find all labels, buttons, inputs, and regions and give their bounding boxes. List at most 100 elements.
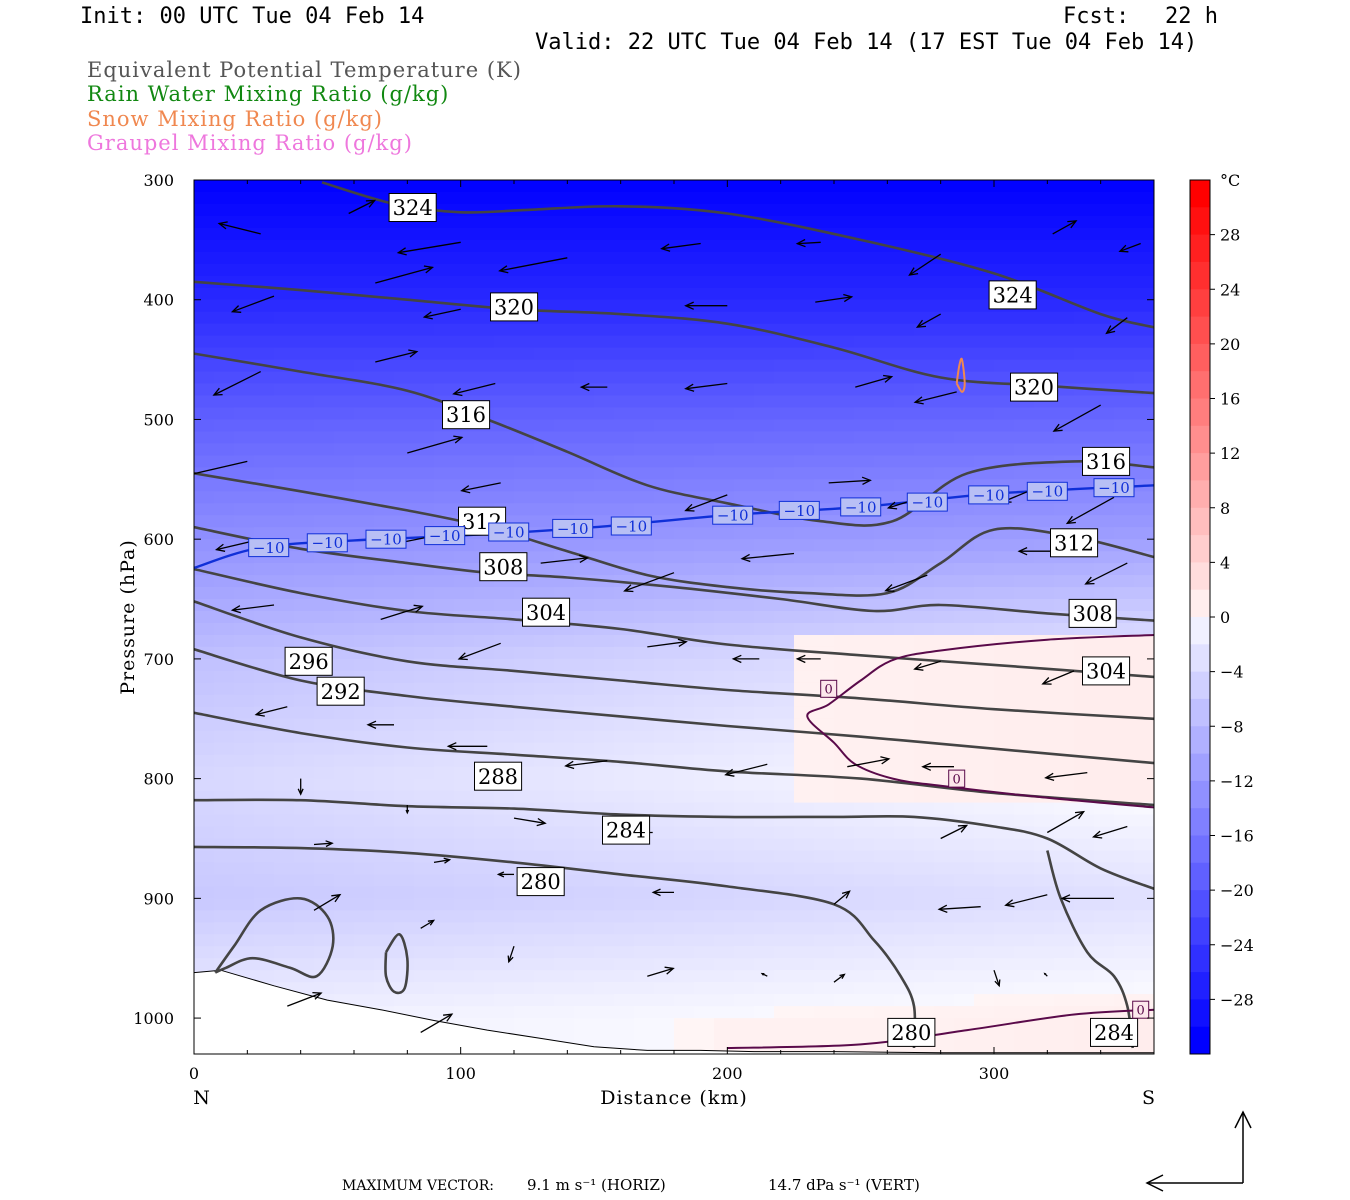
temperature-cell bbox=[614, 982, 635, 995]
temperature-cell bbox=[574, 635, 595, 648]
temperature-cell bbox=[834, 551, 855, 564]
temperature-cell bbox=[1014, 431, 1035, 444]
temperature-cell bbox=[574, 239, 595, 253]
temperature-cell bbox=[454, 898, 475, 911]
wind-vector bbox=[623, 572, 675, 593]
temperature-cell bbox=[994, 263, 1015, 277]
temperature-cell bbox=[394, 778, 415, 792]
temperature-cell bbox=[654, 946, 675, 959]
temperature-cell bbox=[274, 778, 295, 792]
wind-vector-shaft bbox=[647, 967, 674, 977]
temperature-cell bbox=[574, 563, 595, 576]
temperature-cell bbox=[514, 347, 535, 361]
temperature-cell bbox=[674, 227, 695, 241]
temperature-cell bbox=[454, 934, 475, 947]
temperature-cell bbox=[194, 515, 215, 528]
temperature-cell bbox=[774, 251, 795, 265]
temperature-cell bbox=[814, 359, 835, 373]
temperature-cell bbox=[654, 431, 675, 444]
temperature-cell bbox=[554, 263, 575, 277]
temperature-cell bbox=[1054, 407, 1075, 421]
temperature-cell bbox=[834, 946, 855, 959]
temperature-cell bbox=[814, 886, 835, 899]
wind-vector bbox=[230, 604, 275, 614]
temperature-cell bbox=[574, 299, 595, 313]
temperature-cell bbox=[914, 299, 935, 313]
temperature-cell bbox=[534, 694, 555, 708]
temperature-cell bbox=[374, 263, 395, 277]
temperature-cell bbox=[214, 850, 235, 864]
temperature-cell bbox=[794, 443, 815, 456]
temperature-cell bbox=[754, 623, 775, 636]
colorbar-segment bbox=[1190, 398, 1210, 427]
temperature-cell bbox=[554, 635, 575, 648]
temperature-cell bbox=[514, 192, 535, 205]
temperature-cell bbox=[354, 383, 375, 397]
temperature-cell bbox=[794, 563, 815, 576]
temperature-cell bbox=[394, 814, 415, 828]
temperature-cell bbox=[674, 922, 695, 935]
temperature-cell bbox=[1134, 359, 1154, 373]
wind-vector bbox=[913, 391, 957, 405]
wind-vector-shaft bbox=[348, 199, 375, 215]
temperature-cell bbox=[674, 742, 695, 756]
temperature-cell bbox=[654, 826, 675, 840]
temperature-cell bbox=[1114, 742, 1135, 756]
temperature-cell bbox=[874, 431, 895, 444]
temperature-cell bbox=[894, 754, 915, 768]
temperature-cell bbox=[714, 527, 735, 540]
contour-label: 308 bbox=[483, 555, 523, 579]
temperature-cell bbox=[814, 407, 835, 421]
temperature-cell bbox=[914, 359, 935, 373]
temperature-cell bbox=[774, 287, 795, 301]
temperature-cell bbox=[814, 611, 835, 624]
temperature-cell bbox=[814, 299, 835, 313]
temperature-cell bbox=[214, 491, 235, 504]
temperature-cell bbox=[1074, 287, 1095, 301]
temperature-cell bbox=[454, 180, 475, 193]
temperature-cell bbox=[814, 658, 835, 672]
temperature-cell bbox=[554, 994, 575, 1007]
temperature-cell bbox=[254, 311, 275, 325]
wind-vector-head bbox=[937, 904, 948, 914]
temperature-cell bbox=[754, 874, 775, 887]
temperature-cell bbox=[954, 730, 975, 744]
temperature-cell bbox=[1014, 706, 1035, 720]
temperature-cell bbox=[794, 874, 815, 887]
temperature-cell bbox=[354, 706, 375, 720]
temperature-cell bbox=[654, 539, 675, 552]
temperature-cell bbox=[274, 790, 295, 804]
temperature-cell bbox=[654, 1030, 675, 1043]
temperature-cell bbox=[414, 371, 435, 385]
temperature-cell bbox=[714, 275, 735, 289]
temperature-cell bbox=[194, 623, 215, 636]
temperature-cell bbox=[1034, 551, 1055, 564]
temperature-cell bbox=[334, 946, 355, 959]
wind-vector bbox=[452, 382, 496, 397]
wind-vector bbox=[1043, 972, 1048, 977]
temperature-cell bbox=[334, 766, 355, 780]
temperature-cell bbox=[1134, 287, 1154, 301]
temperature-cell bbox=[674, 587, 695, 600]
contour-label-box bbox=[474, 761, 523, 791]
contour-label: 316 bbox=[446, 403, 486, 427]
temperature-cell bbox=[274, 970, 295, 983]
temperature-cell bbox=[1074, 347, 1095, 361]
wind-vector bbox=[420, 919, 436, 929]
temperature-cell bbox=[894, 275, 915, 289]
contour-label: 280 bbox=[891, 1021, 931, 1045]
temperature-cell bbox=[654, 778, 675, 792]
temperature-cell bbox=[234, 766, 255, 780]
temperature-cell bbox=[894, 323, 915, 337]
temperature-cell bbox=[654, 1018, 675, 1031]
temperature-cell bbox=[1074, 335, 1095, 349]
temperature-cell bbox=[234, 192, 255, 205]
temperature-cell bbox=[494, 874, 515, 887]
temperature-cell bbox=[874, 754, 895, 768]
temperature-cell bbox=[314, 443, 335, 456]
wind-vector bbox=[498, 257, 568, 274]
temperature-cell bbox=[914, 192, 935, 205]
temperature-cell bbox=[734, 443, 755, 456]
temperature-cell bbox=[914, 922, 935, 935]
temperature-cell bbox=[954, 898, 975, 911]
